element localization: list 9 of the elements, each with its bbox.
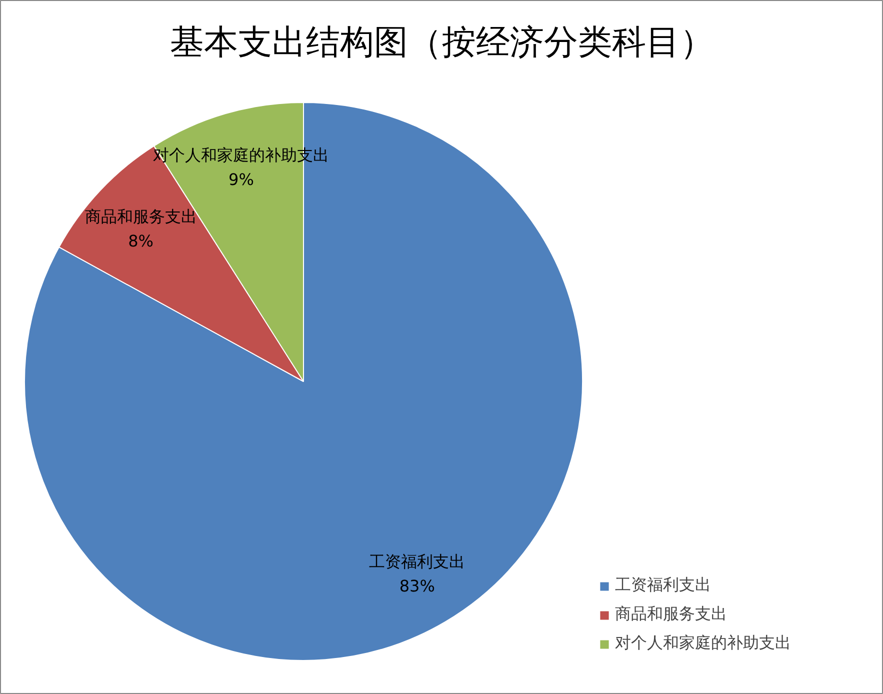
slice-label: 商品和服务支出	[84, 206, 197, 226]
data-label: 8%	[128, 232, 154, 251]
chart-title: 基本支出结构图（按经济分类科目）	[170, 22, 714, 62]
legend-label: 对个人和家庭的补助支出	[615, 633, 791, 654]
slice-label: 工资福利支出	[369, 552, 466, 571]
legend-label: 商品和服务支出	[615, 604, 727, 625]
data-label: 83%	[399, 576, 435, 596]
legend-label: 工资福利支出	[615, 575, 711, 596]
data-label: 9%	[228, 170, 254, 190]
